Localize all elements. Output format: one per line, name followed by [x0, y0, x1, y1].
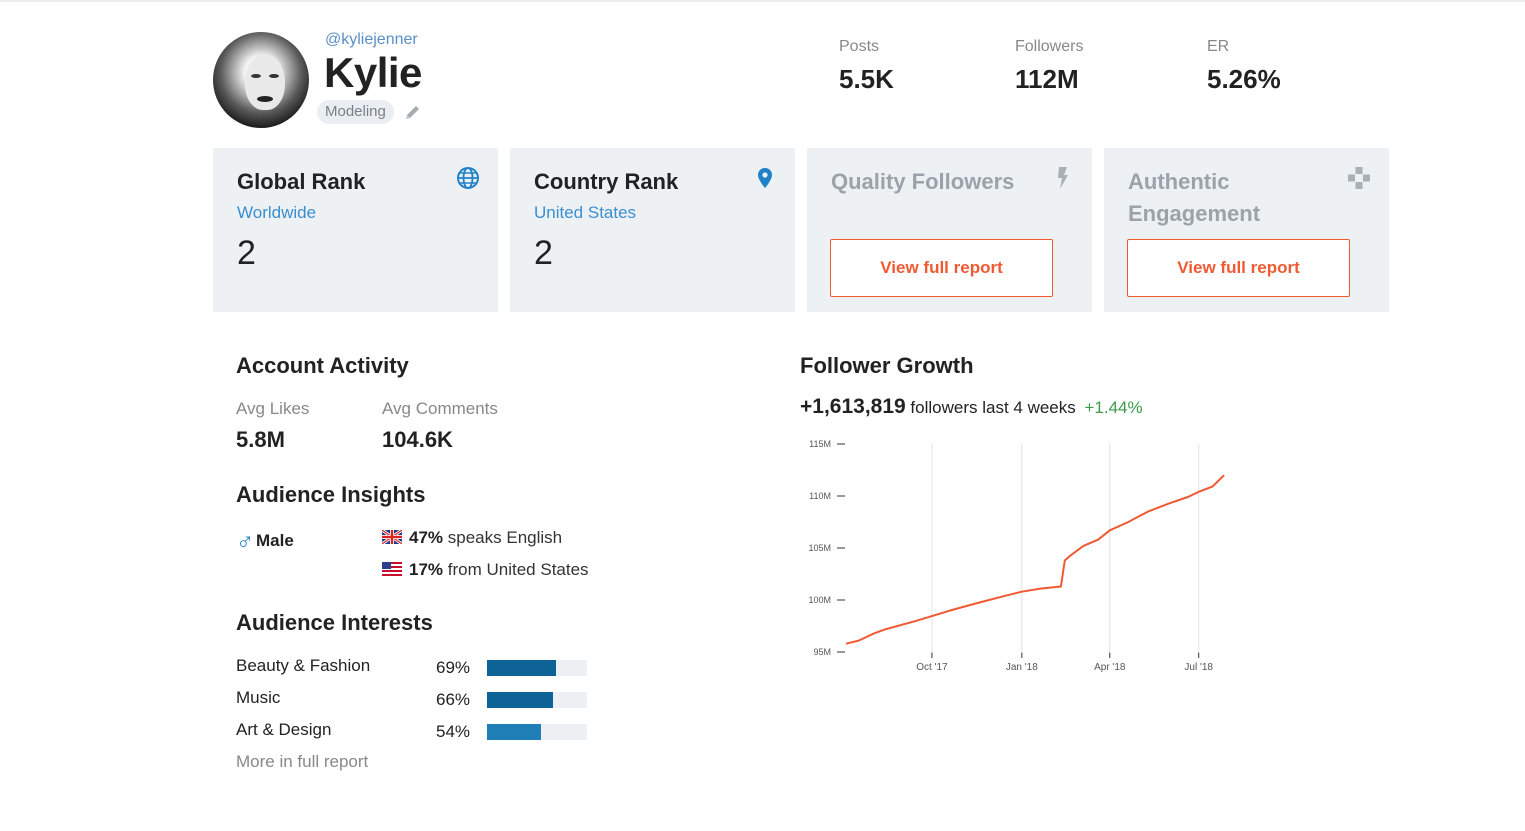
card-country-rank: Country Rank United States 2 [510, 148, 795, 312]
interest-percent: 69% [436, 658, 471, 677]
y-tick-label: 105M [808, 543, 831, 553]
category-badge: Modeling [317, 100, 394, 124]
us-flag-icon [382, 562, 402, 576]
stat-value: 5.5K [839, 64, 894, 94]
lightning-icon [1058, 167, 1068, 189]
card-title: Quality Followers [831, 169, 1015, 194]
audience-insights-title: Audience Insights [236, 482, 426, 507]
card-quality-followers: Quality Followers View full report [807, 148, 1092, 312]
more-in-full-report-link[interactable]: More in full report [236, 752, 369, 771]
country-text: from United States [447, 560, 589, 579]
edit-pencil-icon[interactable] [404, 103, 422, 121]
interest-label: Music [236, 688, 281, 707]
interest-percent: 54% [436, 722, 471, 741]
interest-bar-fill [487, 692, 553, 708]
growth-text: followers last 4 weeks [910, 398, 1076, 417]
avatar [213, 32, 309, 128]
interest-percent: 66% [436, 690, 471, 709]
interest-bar-track [487, 724, 587, 740]
y-tick-label: 100M [808, 595, 831, 605]
puzzle-icon [1348, 167, 1370, 189]
interest-row: Music 66% [236, 688, 596, 710]
growth-delta: +1,613,819 [800, 395, 906, 418]
x-tick-label: Oct '17 [916, 662, 948, 673]
view-full-report-button[interactable]: View full report [1127, 239, 1350, 297]
card-authentic-engagement: Authentic Engagement View full report [1104, 148, 1389, 312]
interest-row: Beauty & Fashion 69% [236, 656, 596, 678]
y-tick-label: 95M [813, 647, 831, 657]
card-title: Authentic Engagement [1128, 169, 1261, 226]
card-global-rank: Global Rank Worldwide 2 [213, 148, 498, 312]
growth-percent: +1.44% [1084, 398, 1143, 417]
avg-comments-label: Avg Comments [382, 399, 498, 418]
uk-flag-icon [382, 530, 402, 544]
avg-comments-value: 104.6K [382, 427, 453, 452]
stat-followers: Followers 112M [1015, 38, 1083, 95]
globe-icon [457, 167, 479, 189]
x-tick-label: Jan '18 [1006, 662, 1038, 673]
stat-er: ER 5.26% [1207, 38, 1281, 95]
interest-label: Beauty & Fashion [236, 656, 371, 675]
view-full-report-button[interactable]: View full report [830, 239, 1053, 297]
interest-bar-track [487, 660, 587, 676]
card-title: Country Rank [534, 169, 679, 194]
rank-value: 2 [237, 234, 256, 272]
audience-interests-title: Audience Interests [236, 610, 433, 635]
y-tick-label: 115M [809, 439, 831, 449]
followers-series-line [845, 474, 1225, 645]
language-insight: 47% speaks English [382, 528, 562, 548]
account-activity-title: Account Activity [236, 353, 409, 378]
country-percent: 17% [409, 560, 444, 579]
interest-bar-fill [487, 724, 541, 740]
interest-label: Art & Design [236, 720, 332, 739]
top-divider [0, 0, 1525, 2]
profile-name: Kylie [324, 49, 422, 96]
avg-likes-label: Avg Likes [236, 399, 310, 418]
interest-row: Art & Design 54% [236, 720, 596, 742]
interest-bar-fill [487, 660, 556, 676]
location-pin-icon [758, 168, 772, 188]
country-insight: 17% from United States [382, 560, 589, 580]
x-tick-label: Jul '18 [1184, 662, 1213, 673]
x-tick-label: Apr '18 [1094, 662, 1126, 673]
language-text: speaks English [447, 528, 563, 547]
growth-summary: +1,613,819 followers last 4 weeks +1.44% [800, 395, 1143, 419]
follower-growth-title: Follower Growth [800, 353, 974, 378]
stat-label: ER [1207, 38, 1230, 55]
rank-value: 2 [534, 234, 553, 272]
profile-handle[interactable]: @kyliejenner [325, 31, 418, 48]
stat-label: Followers [1015, 38, 1084, 55]
gender-insight: ♂ Male [236, 528, 294, 556]
avg-likes-value: 5.8M [236, 427, 285, 452]
language-percent: 47% [409, 528, 444, 547]
y-tick-label: 110M [809, 491, 831, 501]
male-icon: ♂ [236, 528, 254, 555]
gender-label: Male [256, 531, 294, 550]
follower-growth-chart: Oct '17 Jan '18 Apr '18 Jul '18 95M 100M 105M 1… [808, 439, 1228, 673]
card-subtitle[interactable]: Worldwide [237, 203, 317, 222]
stat-value: 112M [1015, 64, 1079, 94]
interest-bar-track [487, 692, 587, 708]
card-title: Global Rank [237, 169, 366, 194]
stat-label: Posts [839, 38, 880, 55]
stat-value: 5.26% [1207, 64, 1281, 94]
card-subtitle[interactable]: United States [534, 203, 637, 222]
stat-posts: Posts 5.5K [839, 38, 894, 95]
